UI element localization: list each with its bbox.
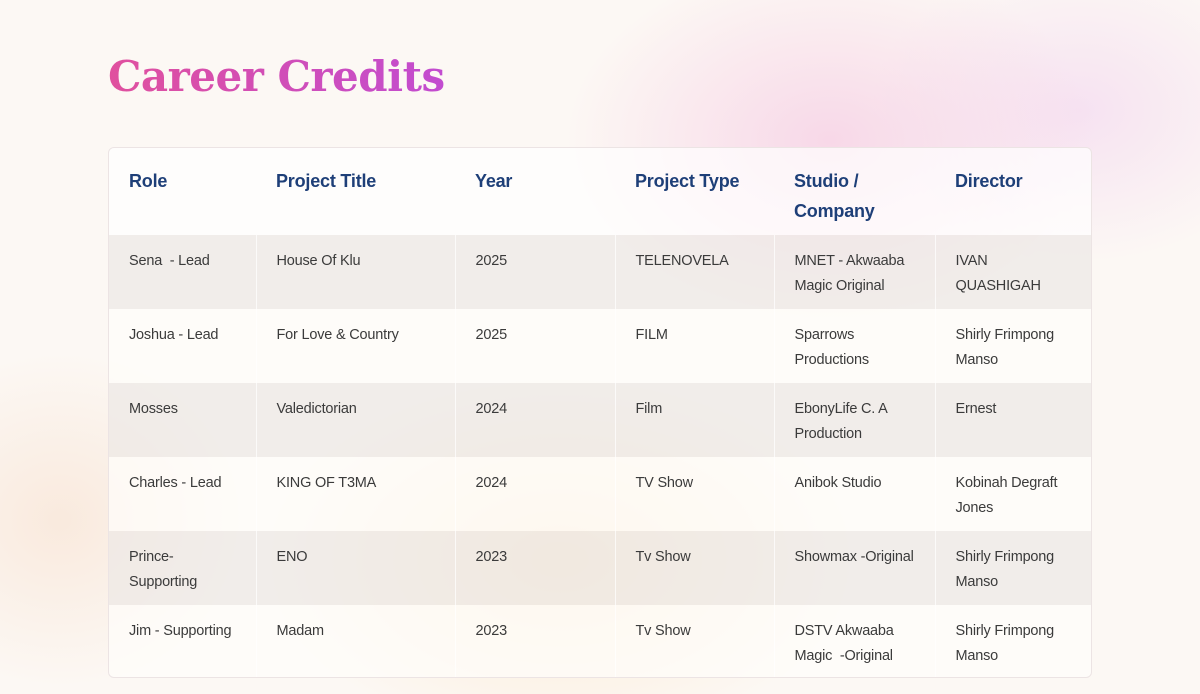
cell-year: 2024 <box>455 457 616 531</box>
cell-project-type: TELENOVELA <box>615 235 775 309</box>
cell-role: Joshua - Lead <box>109 309 257 383</box>
header-year: Year <box>475 171 513 191</box>
header-project-title: Project Title <box>276 171 377 191</box>
cell-project-title: KING OF T3MA <box>256 457 456 531</box>
cell-project-type: Tv Show <box>615 531 775 605</box>
table-row: Jim - Supporting Madam 2023 Tv Show DSTV… <box>109 605 1091 677</box>
cell-role: Prince- Supporting <box>109 531 257 605</box>
header-director: Director <box>955 171 1023 191</box>
cell-director: Shirly Frimpong Manso <box>955 549 1058 590</box>
cell-studio: Anibok Studio <box>774 457 936 531</box>
cell-project-type: Tv Show <box>615 605 775 677</box>
cell-director: Shirly Frimpong Manso <box>955 327 1058 368</box>
cell-director: Kobinah Degraft Jones <box>955 475 1062 516</box>
cell-studio: DSTV Akwaaba Magic -Original <box>774 605 936 677</box>
cell-role: Mosses <box>109 383 257 457</box>
credits-table: Role Project Title Year Project Type Stu… <box>109 148 1091 677</box>
header-studio-company: Studio / Company <box>794 171 875 221</box>
header-project-type: Project Type <box>635 171 740 191</box>
cell-director: Shirly Frimpong Manso <box>955 623 1058 664</box>
cell-role: Sena - Lead <box>109 235 257 309</box>
cell-role: Jim - Supporting <box>109 605 257 677</box>
table-row: Prince- Supporting ENO 2023 Tv Show Show… <box>109 531 1091 605</box>
cell-project-title: Valedictorian <box>256 383 456 457</box>
cell-director: IVAN QUASHIGAH <box>955 253 1041 294</box>
cell-project-title: For Love & Country <box>256 309 456 383</box>
cell-year: 2024 <box>455 383 616 457</box>
cell-studio: Showmax -Original <box>774 531 936 605</box>
page-title: Career Credits <box>108 52 445 101</box>
header-row: Role Project Title Year Project Type Stu… <box>109 148 1091 235</box>
header-role: Role <box>129 171 168 191</box>
cell-project-title: House Of Klu <box>256 235 456 309</box>
cell-year: 2025 <box>455 235 616 309</box>
cell-year: 2023 <box>455 605 616 677</box>
cell-project-title: Madam <box>256 605 456 677</box>
table-body: Sena - Lead House Of Klu 2025 TELENOVELA… <box>109 235 1091 677</box>
cell-project-type: Film <box>615 383 775 457</box>
cell-year: 2025 <box>455 309 616 383</box>
cell-director: Ernest <box>955 401 997 417</box>
cell-project-type: TV Show <box>615 457 775 531</box>
table-row: Charles - Lead KING OF T3MA 2024 TV Show… <box>109 457 1091 531</box>
cell-studio: Sparrows Productions <box>774 309 936 383</box>
table-row: Joshua - Lead For Love & Country 2025 FI… <box>109 309 1091 383</box>
cell-studio: MNET - Akwaaba Magic Original <box>774 235 936 309</box>
credits-table-container: Role Project Title Year Project Type Stu… <box>108 147 1092 678</box>
cell-project-title: ENO <box>256 531 456 605</box>
table-row: Sena - Lead House Of Klu 2025 TELENOVELA… <box>109 235 1091 309</box>
cell-project-type: FILM <box>615 309 775 383</box>
table-row: Mosses Valedictorian 2024 Film EbonyLife… <box>109 383 1091 457</box>
table-header: Role Project Title Year Project Type Stu… <box>109 148 1091 235</box>
cell-role: Charles - Lead <box>109 457 257 531</box>
cell-year: 2023 <box>455 531 616 605</box>
cell-studio: EbonyLife C. A Production <box>774 383 936 457</box>
